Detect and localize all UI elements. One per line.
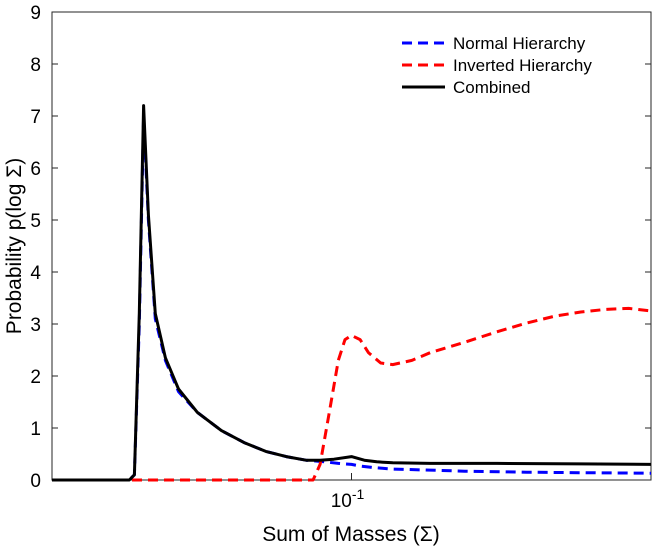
combined-line — [52, 104, 652, 482]
legend-label-inverted-hierarchy: Inverted Hierarchy — [453, 56, 592, 75]
y-tick-label: 6 — [30, 159, 41, 180]
x-tick-label: 10-1 — [331, 486, 365, 512]
y-axis: 0 1 2 3 4 5 6 7 8 9 — [30, 3, 651, 492]
legend-label-normal-hierarchy: Normal Hierarchy — [453, 34, 586, 53]
y-tick-label: 7 — [30, 107, 41, 128]
x-tick-base: 10 — [331, 491, 352, 512]
y-tick-label: 9 — [30, 3, 41, 24]
legend: Normal Hierarchy Inverted Hierarchy Combin… — [402, 34, 592, 97]
series-group — [52, 104, 652, 482]
y-tick-label: 5 — [30, 211, 41, 232]
y-tick-label: 1 — [30, 419, 41, 440]
y-tick-label: 3 — [30, 315, 41, 336]
inverted-hierarchy-line — [52, 306, 652, 482]
x-axis-label: Sum of Masses (Σ) — [262, 523, 440, 546]
y-tick-label: 2 — [30, 367, 41, 388]
x-tick-exponent: -1 — [352, 486, 365, 502]
y-tick-label: 4 — [30, 263, 41, 284]
y-tick-label: 0 — [30, 471, 41, 492]
y-axis-label: Probability p(log Σ) — [3, 158, 26, 334]
x-axis: 10-1 — [331, 473, 365, 512]
legend-label-combined: Combined — [453, 78, 531, 97]
y-tick-label: 8 — [30, 55, 41, 76]
